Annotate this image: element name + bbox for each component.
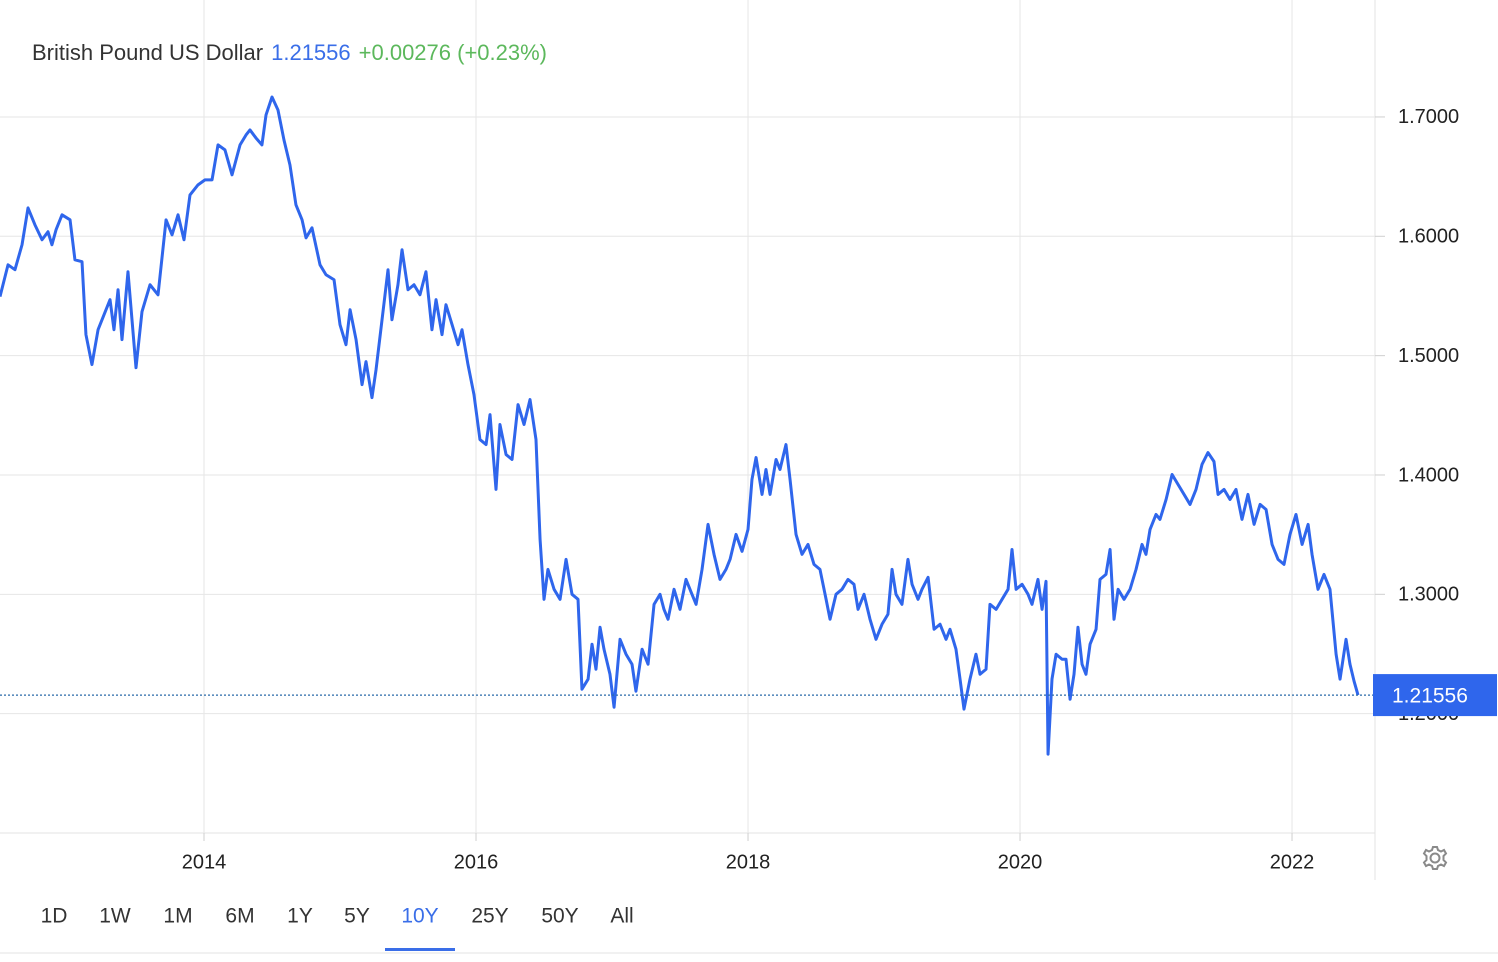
price-change: +0.00276 (+0.23%) (358, 40, 548, 65)
range-button[interactable]: 1W (99, 905, 131, 928)
labels: 1.20001.30001.40001.50001.60001.70002014… (182, 106, 1497, 873)
last-price-tag-label: 1.21556 (1392, 685, 1468, 708)
header: British Pound US Dollar 1.21556 +0.00276 (… (32, 40, 555, 66)
range-button[interactable]: 6M (225, 905, 254, 928)
x-tick-label: 2022 (1270, 851, 1315, 873)
price-line (0, 95, 1360, 756)
range-button[interactable]: 1Y (287, 905, 313, 928)
last-price: 1.21556 (271, 40, 351, 65)
last-price-tag (1373, 674, 1497, 717)
range-selected-underline (385, 948, 455, 951)
x-tick-label: 2014 (182, 851, 227, 873)
range-button[interactable]: 50Y (541, 905, 578, 928)
grid (0, 0, 1385, 880)
x-tick-label: 2018 (726, 851, 771, 873)
x-tick-label: 2016 (454, 851, 499, 873)
range-button[interactable]: 25Y (471, 905, 508, 928)
range-button[interactable]: 10Y (401, 905, 438, 928)
gear-outline (1422, 846, 1448, 870)
range-button[interactable]: 5Y (344, 905, 370, 928)
y-tick-label: 1.3000 (1398, 584, 1459, 606)
y-tick-label: 1.7000 (1398, 106, 1459, 128)
chart-title: British Pound US Dollar (32, 40, 264, 65)
gear-center (1429, 852, 1441, 864)
range-button[interactable]: All (610, 905, 633, 928)
y-tick-label: 1.4000 (1398, 464, 1459, 486)
y-tick-label: 1.6000 (1398, 226, 1459, 248)
range-button[interactable]: 1D (41, 905, 68, 928)
range-bar: 1D 1W 1M 6M 1Y 5Y 10Y 25Y 50Y All (41, 905, 634, 951)
settings-icon[interactable] (1422, 846, 1448, 870)
y-tick-label: 1.5000 (1398, 345, 1459, 367)
x-tick-label: 2020 (998, 851, 1043, 873)
plot (0, 95, 1375, 756)
range-button[interactable]: 1M (163, 905, 192, 928)
